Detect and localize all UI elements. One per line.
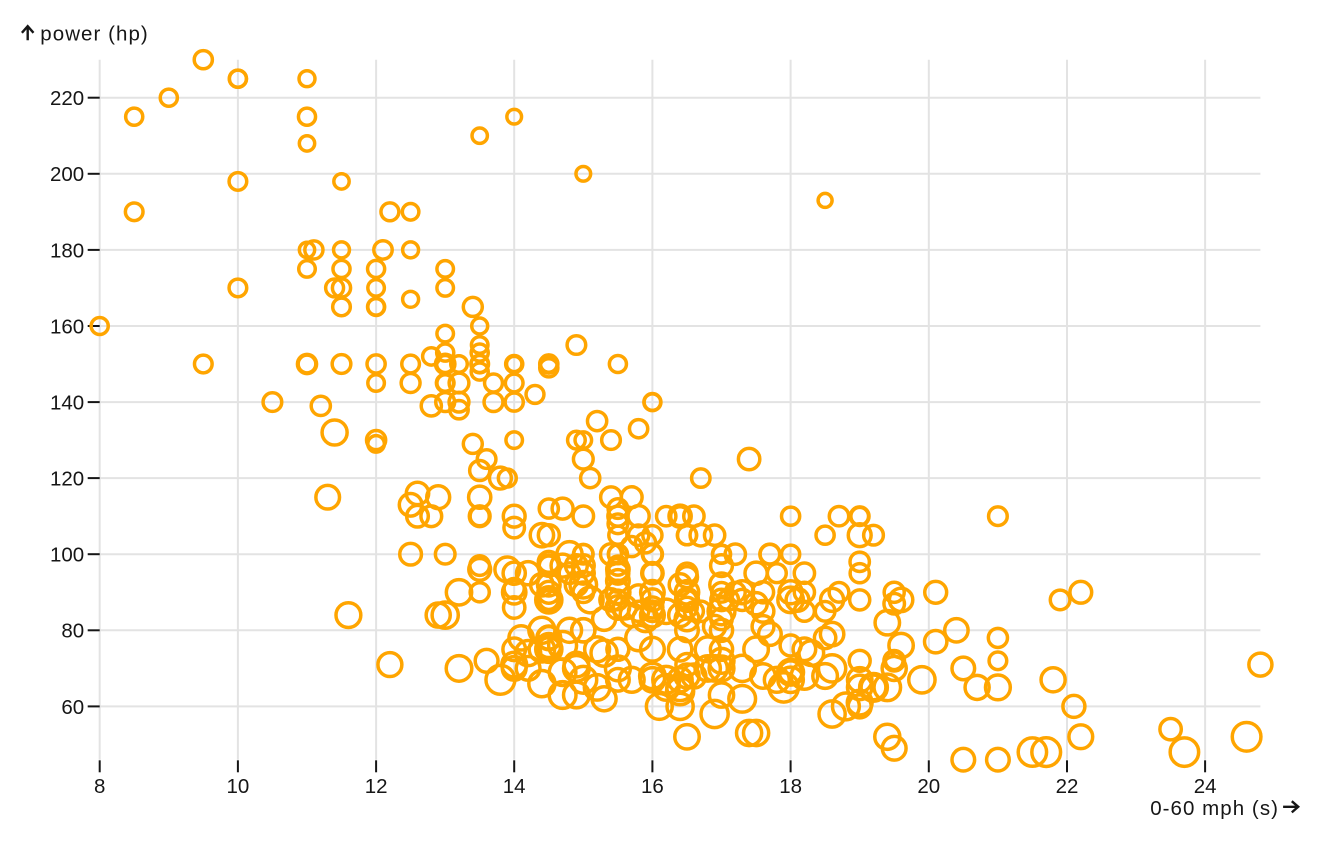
svg-text:60: 60: [61, 696, 84, 719]
svg-text:220: 220: [50, 87, 84, 110]
svg-text:20: 20: [917, 775, 940, 798]
svg-text:120: 120: [50, 468, 84, 491]
svg-text:140: 140: [50, 392, 84, 415]
svg-text:180: 180: [50, 239, 84, 262]
svg-text:22: 22: [1056, 775, 1079, 798]
svg-text:80: 80: [61, 620, 84, 643]
svg-text:12: 12: [365, 775, 388, 798]
svg-text:0-60 mph (s): 0-60 mph (s): [1150, 797, 1279, 820]
svg-text:160: 160: [50, 315, 84, 338]
svg-text:16: 16: [641, 775, 664, 798]
svg-text:24: 24: [1194, 775, 1217, 798]
svg-text:200: 200: [50, 163, 84, 186]
svg-text:power (hp): power (hp): [40, 22, 149, 45]
svg-text:100: 100: [50, 544, 84, 567]
svg-text:18: 18: [779, 775, 802, 798]
svg-text:8: 8: [94, 775, 105, 798]
svg-text:10: 10: [226, 775, 249, 798]
svg-text:14: 14: [503, 775, 526, 798]
